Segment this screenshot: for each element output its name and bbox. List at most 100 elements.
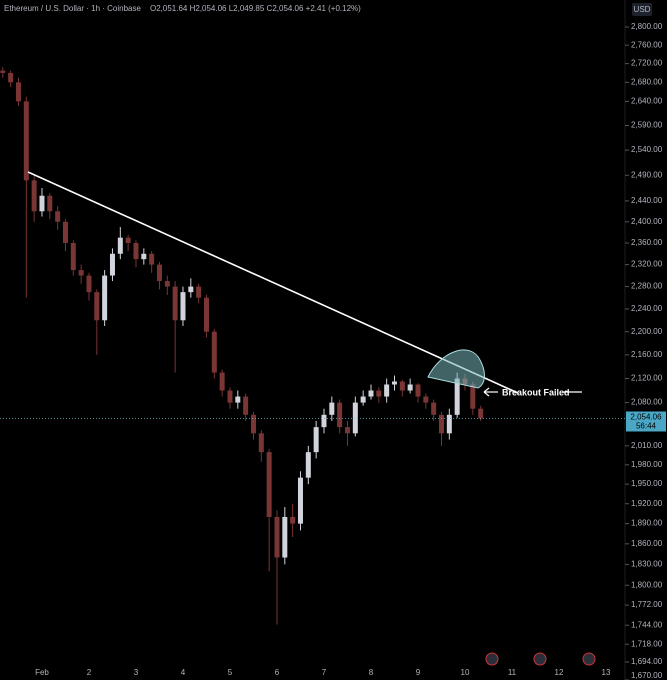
candle-body <box>39 195 45 212</box>
candle-body <box>399 381 405 391</box>
candle-body <box>188 286 194 293</box>
candle-body <box>62 221 68 244</box>
candle-body <box>321 414 327 428</box>
y-tick-label: 1,890.00 <box>631 519 663 528</box>
y-tick-label: 2,800.00 <box>631 22 663 31</box>
candle-body <box>313 427 319 453</box>
candle-body <box>23 101 29 181</box>
candle-body <box>352 402 358 434</box>
candle-body <box>329 402 335 415</box>
y-tick-label: 1,744.00 <box>631 620 663 629</box>
x-tick-label: 9 <box>416 668 421 677</box>
candle-body <box>141 253 147 260</box>
candle-body <box>172 286 178 321</box>
y-tick-label: 2,080.00 <box>631 398 663 407</box>
y-tick-label: 2,400.00 <box>631 217 663 226</box>
candle-body <box>86 275 92 293</box>
y-tick-label: 2,640.00 <box>631 96 663 105</box>
candle-body <box>454 378 460 415</box>
last-price-label: 2,054.06 <box>630 413 662 422</box>
y-tick-label: 2,490.00 <box>631 170 663 179</box>
candle-body <box>368 390 374 397</box>
arrow-head <box>483 387 490 397</box>
y-tick-label: 2,200.00 <box>631 327 663 336</box>
candle-body <box>290 516 296 524</box>
y-tick-label: 2,120.00 <box>631 374 663 383</box>
y-tick-label: 2,280.00 <box>631 282 663 291</box>
event-icons <box>485 652 596 666</box>
candle-body <box>164 281 170 287</box>
y-tick-label: 1,694.00 <box>631 657 663 666</box>
y-tick-label: 2,680.00 <box>631 77 663 86</box>
candle-body <box>478 408 484 419</box>
candle-body <box>407 384 413 391</box>
y-tick-label: 2,320.00 <box>631 260 663 269</box>
y-tick-label: 2,760.00 <box>631 40 663 49</box>
symbol-title: Ethereum / U.S. Dollar · 1h · Coinbase <box>4 4 141 13</box>
candle-body <box>133 243 139 260</box>
y-tick-label: 1,800.00 <box>631 580 663 589</box>
currency-box[interactable] <box>632 3 652 16</box>
x-tick-label: 13 <box>602 668 611 677</box>
candle-body <box>15 82 21 102</box>
candle-body <box>78 270 84 276</box>
candle-body <box>203 297 209 332</box>
x-tick-label: 8 <box>369 668 374 677</box>
candle-body <box>180 292 186 321</box>
candle-body <box>219 372 225 391</box>
candle-body <box>102 275 108 321</box>
x-tick-label: 10 <box>461 668 470 677</box>
x-tick-label: 4 <box>181 668 186 677</box>
candle-body <box>94 292 100 321</box>
y-tick-label: 2,010.00 <box>631 441 663 450</box>
candle-body <box>360 396 366 403</box>
countdown: 56:44 <box>636 422 657 431</box>
y-tick-label: 2,590.00 <box>631 121 663 130</box>
x-tick-label: Feb <box>35 668 49 677</box>
x-tick-label: 12 <box>555 668 564 677</box>
candle-body <box>337 402 343 428</box>
y-tick-label: 1,718.00 <box>631 639 663 648</box>
y-tick-label: 1,830.00 <box>631 560 663 569</box>
candle-body <box>156 264 162 282</box>
candle-body <box>305 452 311 478</box>
y-tick-label: 2,720.00 <box>631 59 663 68</box>
candle-body <box>470 384 476 409</box>
candle-body <box>117 237 123 254</box>
candle-body <box>344 427 350 434</box>
candle-body <box>211 331 217 373</box>
x-tick-label: 2 <box>87 668 92 677</box>
y-tick-label: 1,772.00 <box>631 600 663 609</box>
candle-body <box>47 195 53 212</box>
candle-body <box>70 243 76 271</box>
candle-body <box>196 286 202 298</box>
candle-body <box>258 433 264 453</box>
candle-body <box>31 180 37 212</box>
candle-body <box>0 70 6 73</box>
y-tick-label: 2,240.00 <box>631 304 663 313</box>
y-tick-label: 1,980.00 <box>631 460 663 469</box>
ohlc-header: O2,051.64 H2,054.06 L2,049.85 C2,054.06 … <box>150 4 361 13</box>
event-icon[interactable] <box>485 652 499 666</box>
candle-body <box>282 516 288 558</box>
candle-body <box>431 402 437 415</box>
x-tick-label: 7 <box>322 668 327 677</box>
trendline <box>27 171 519 394</box>
x-tick-label: 11 <box>508 668 517 677</box>
event-icon[interactable] <box>582 652 596 666</box>
event-icon[interactable] <box>533 652 547 666</box>
candle-body <box>243 396 249 415</box>
candle-body <box>250 414 256 434</box>
candle-body <box>8 72 14 83</box>
y-tick-label: 1,920.00 <box>631 499 663 508</box>
y-tick-label: 2,360.00 <box>631 238 663 247</box>
x-tick-label: 5 <box>228 668 233 677</box>
candle-body <box>266 452 272 517</box>
y-tick-label: 1,860.00 <box>631 539 663 548</box>
candle-body <box>235 396 241 403</box>
x-tick-label: 3 <box>134 668 139 677</box>
candle-body <box>55 211 61 222</box>
